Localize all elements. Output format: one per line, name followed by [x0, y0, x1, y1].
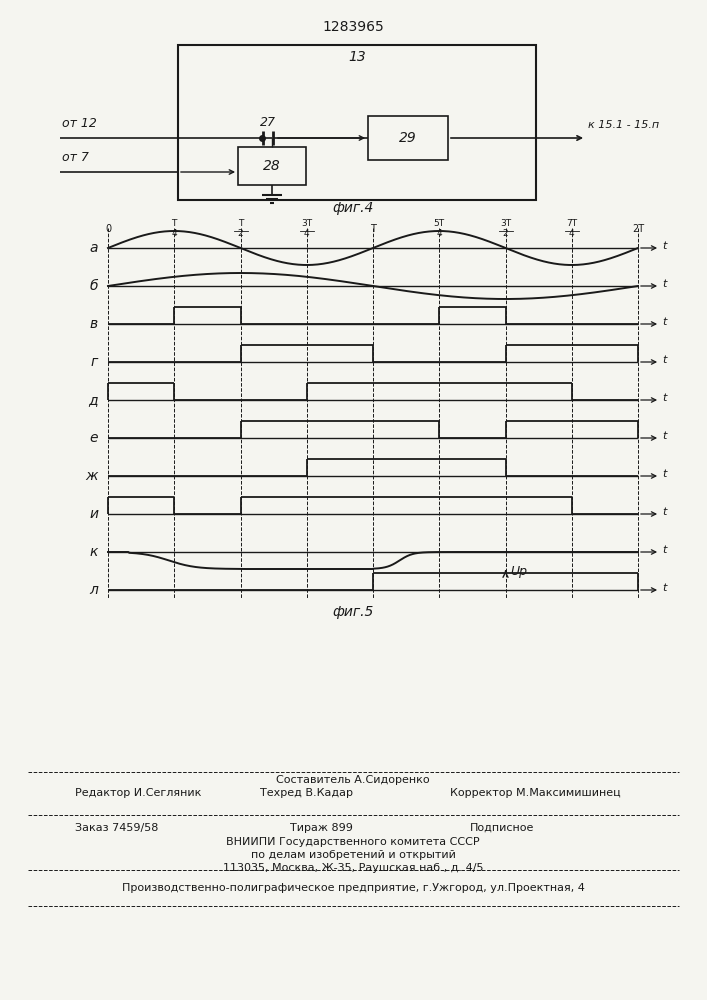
Text: Редактор И.Сегляник: Редактор И.Сегляник — [75, 788, 201, 798]
Text: л: л — [89, 583, 98, 597]
Text: t: t — [662, 469, 667, 479]
Text: t: t — [662, 279, 667, 289]
Text: 1283965: 1283965 — [322, 20, 384, 34]
Text: Uр: Uр — [510, 564, 527, 578]
Text: 7T: 7T — [566, 219, 578, 228]
Text: 4: 4 — [569, 229, 575, 238]
Text: 28: 28 — [263, 159, 281, 173]
Text: по делам изобретений и открытий: по делам изобретений и открытий — [250, 850, 455, 860]
Text: 2: 2 — [503, 229, 508, 238]
Text: T: T — [370, 224, 376, 234]
Text: 3T: 3T — [500, 219, 511, 228]
Text: T: T — [172, 219, 177, 228]
Text: от 7: от 7 — [62, 151, 89, 164]
Text: t: t — [662, 507, 667, 517]
Text: t: t — [662, 355, 667, 365]
Text: Тираж 899: Тираж 899 — [290, 823, 353, 833]
Text: 113035, Москва, Ж-35, Раушская наб., д. 4/5: 113035, Москва, Ж-35, Раушская наб., д. … — [223, 863, 484, 873]
Text: 2: 2 — [238, 229, 243, 238]
Text: 13: 13 — [348, 50, 366, 64]
Text: 29: 29 — [399, 131, 417, 145]
Text: 5T: 5T — [433, 219, 445, 228]
Text: Заказ 7459/58: Заказ 7459/58 — [75, 823, 158, 833]
Text: 2T: 2T — [632, 224, 644, 234]
Text: t: t — [662, 317, 667, 327]
Text: ВНИИПИ Государственного комитета СССР: ВНИИПИ Государственного комитета СССР — [226, 837, 480, 847]
Text: t: t — [662, 545, 667, 555]
Text: t: t — [662, 241, 667, 251]
Text: а: а — [90, 241, 98, 255]
Bar — [238, 147, 306, 185]
Text: д: д — [88, 393, 98, 407]
Text: t: t — [662, 393, 667, 403]
Text: г: г — [90, 355, 98, 369]
Text: t: t — [662, 583, 667, 593]
Text: к 15.1 - 15.п: к 15.1 - 15.п — [588, 120, 659, 130]
Text: и: и — [89, 507, 98, 521]
Text: Техред В.Кадар: Техред В.Кадар — [260, 788, 353, 798]
Text: Корректор М.Максимишинец: Корректор М.Максимишинец — [450, 788, 621, 798]
Bar — [178, 45, 536, 200]
Text: T: T — [238, 219, 243, 228]
Text: Составитель А.Сидоренко: Составитель А.Сидоренко — [276, 775, 430, 785]
Text: ж: ж — [86, 469, 98, 483]
Text: в: в — [90, 317, 98, 331]
Text: б: б — [90, 279, 98, 293]
Text: t: t — [662, 431, 667, 441]
Text: Подписное: Подписное — [470, 823, 534, 833]
Text: фиг.5: фиг.5 — [332, 605, 374, 619]
Text: 3T: 3T — [301, 219, 312, 228]
Text: к: к — [90, 545, 98, 559]
Bar — [368, 116, 448, 160]
Text: 4: 4 — [304, 229, 310, 238]
Text: Производственно-полиграфическое предприятие, г.Ужгород, ул.Проектная, 4: Производственно-полиграфическое предприя… — [122, 883, 585, 893]
Text: е: е — [90, 431, 98, 445]
Text: от 12: от 12 — [62, 117, 97, 130]
Text: фиг.4: фиг.4 — [332, 201, 374, 215]
Text: 4: 4 — [436, 229, 442, 238]
Text: 27: 27 — [260, 116, 276, 129]
Text: 0: 0 — [105, 224, 111, 234]
Text: 4: 4 — [171, 229, 177, 238]
